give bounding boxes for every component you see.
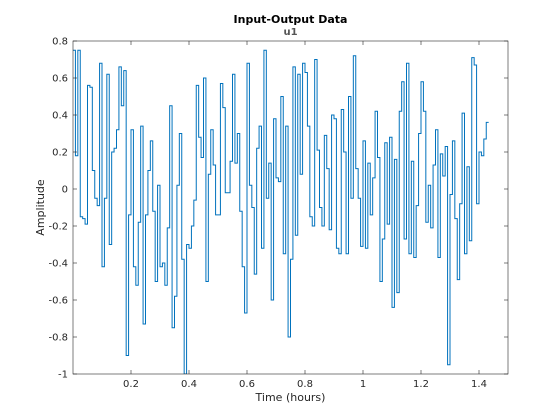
x-tick-label: 1.2 [413,379,429,390]
y-tick-label: -0.2 [48,222,68,233]
chart-title: Input-Output Data [234,13,348,26]
axes-box [72,40,509,375]
ticks-layer: 0.2 0.4 0.6 0.8 1 1.2 1.4 -1 -0.8 -0.6 -0.4 -0.2 0 0.… [48,37,508,390]
labels-layer: Input-Output Data u1 Time (hours) Amplit… [34,13,347,404]
y-tick-label: 0.4 [52,111,68,122]
y-tick-label: 0.2 [52,148,68,159]
y-tick-label: 0.6 [52,74,68,85]
series-layer [73,49,489,374]
y-tick-label: -0.6 [48,296,68,307]
y-tick-label: 0.8 [52,37,68,48]
chart-subtitle: u1 [283,27,297,38]
x-tick-label: 1.4 [471,379,487,390]
y-tick-label: -1 [58,370,68,381]
y-tick-label: 0 [62,185,68,196]
y-tick-label: -0.8 [48,333,68,344]
x-tick-label: 1 [360,379,366,390]
y-axis-label: Amplitude [34,179,47,236]
y-tick-label: -0.4 [48,259,68,270]
x-axis-label: Time (hours) [255,391,326,404]
series-line [73,49,489,374]
x-tick-label: 0.2 [123,379,139,390]
x-tick-label: 0.8 [297,379,313,390]
x-tick-label: 0.6 [239,379,255,390]
x-tick-label: 0.4 [181,379,197,390]
